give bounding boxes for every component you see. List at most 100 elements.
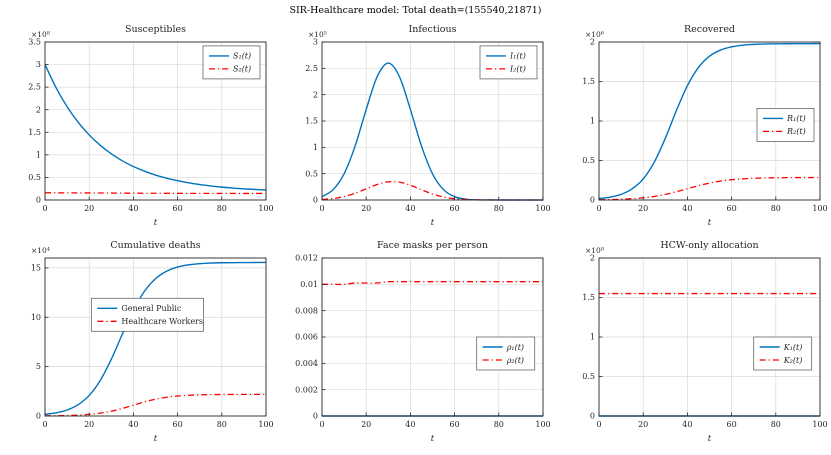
legend-label: General Public (121, 304, 181, 313)
x-tick-label: 0 (596, 204, 601, 213)
legend-label: ρ₂(t) (506, 356, 524, 365)
x-axis-label: t (431, 218, 435, 228)
x-tick-label: 20 (361, 204, 371, 213)
figure-suptitle: SIR-Healthcare model: Total death=(15554… (289, 5, 542, 16)
x-tick-label: 0 (596, 420, 601, 429)
y-tick-label: 1 (590, 117, 595, 126)
x-tick-label: 20 (361, 420, 371, 429)
x-tick-label: 0 (42, 420, 47, 429)
legend-label: I₁(t) (509, 52, 526, 61)
y-tick-label: 0 (36, 412, 41, 421)
y-tick-label: 10 (31, 313, 41, 322)
subplot-grid: 0 20 40 60 80 100 0 0.5 1 1.5 2 2.5 3 3.5 Susceptibles… (0, 18, 831, 450)
x-axis-label: t (431, 434, 435, 444)
y-tick-label: 1.5 (582, 77, 595, 86)
y-tick-label: 1 (590, 333, 595, 342)
x-tick-label: 60 (727, 420, 737, 429)
legend-label: Healthcare Workers (121, 317, 203, 326)
x-tick-label: 40 (682, 420, 692, 429)
x-tick-label: 80 (771, 204, 781, 213)
x-axis-label: t (154, 218, 158, 228)
subplot-recovered: 0 20 40 60 80 100 0 0.5 1 1.5 2 Recovered ×10⁶ t R₁(t)… (582, 24, 827, 228)
x-tick-label: 20 (84, 204, 94, 213)
y-exponent-label: ×10⁸ (585, 246, 604, 255)
chart-title: Infectious (409, 24, 457, 35)
series-line-ρ₂(t) (322, 280, 543, 286)
subplot-face-masks: 0 20 40 60 80 100 0 0.002 0.004 0.006 0.008 0.01 0.0… (295, 240, 551, 444)
y-tick-label: 1.5 (582, 293, 595, 302)
x-tick-label: 20 (638, 420, 648, 429)
y-tick-label: 1 (313, 143, 318, 152)
legend-label: K₂(t) (783, 356, 803, 365)
subplot-susceptibles: 0 20 40 60 80 100 0 0.5 1 1.5 2 2.5 3 3.5 Susceptibles… (28, 24, 273, 228)
legend-label: R₁(t) (786, 114, 806, 123)
y-tick-label: 2 (590, 254, 595, 263)
y-tick-label: 1.5 (305, 117, 318, 126)
y-exponent-label: ×10⁴ (31, 246, 50, 255)
x-tick-label: 100 (535, 420, 550, 429)
subplot-infectious: 0 20 40 60 80 100 0 0.5 1 1.5 2 2.5 3 Infectious ×10⁵ t… (305, 24, 550, 228)
y-tick-label: 0.008 (295, 306, 318, 315)
series-line-R₂(t) (598, 176, 821, 201)
axes-box (44, 41, 267, 201)
legend-label: R₂(t) (786, 127, 806, 136)
y-tick-label: 0.5 (305, 169, 318, 178)
y-exponent-label: ×10⁶ (585, 30, 604, 39)
x-tick-label: 40 (405, 204, 415, 213)
x-tick-label: 80 (217, 204, 227, 213)
y-tick-label: 3 (313, 38, 318, 47)
series-line-I₂(t) (321, 180, 544, 201)
legend-box (202, 45, 261, 80)
legend-box (91, 297, 204, 332)
y-tick-label: 15 (31, 263, 41, 272)
y-tick-label: 5 (36, 362, 41, 371)
subplot-hcw-allocation: 0 20 40 60 80 100 0 0.5 1 1.5 2 HCW-only allocation… (582, 240, 827, 444)
legend-box (476, 336, 536, 371)
legend-label: ρ₁(t) (506, 343, 524, 352)
chart-title: Face masks per person (377, 240, 488, 251)
y-exponent-label: ×10⁸ (31, 30, 50, 39)
x-tick-label: 80 (494, 204, 504, 213)
x-tick-label: 60 (727, 204, 737, 213)
x-tick-label: 0 (319, 204, 324, 213)
x-tick-label: 40 (128, 420, 138, 429)
y-tick-label: 2.5 (305, 64, 318, 73)
x-tick-label: 20 (84, 420, 94, 429)
legend-label: K₁(t) (783, 343, 803, 352)
x-tick-label: 80 (217, 420, 227, 429)
chart-title: Susceptibles (125, 24, 186, 35)
y-tick-label: 1.5 (28, 128, 41, 137)
x-axis-label: t (708, 218, 712, 228)
x-tick-label: 100 (812, 204, 827, 213)
y-tick-label: 0 (590, 412, 595, 421)
y-tick-label: 0 (590, 196, 595, 205)
y-tick-label: 0 (313, 196, 318, 205)
y-tick-label: 2.5 (28, 83, 41, 92)
y-tick-label: 3.5 (28, 38, 41, 47)
x-tick-label: 40 (128, 204, 138, 213)
x-tick-label: 100 (258, 420, 273, 429)
y-tick-label: 1 (36, 150, 41, 159)
y-tick-label: 0 (313, 412, 318, 421)
x-tick-label: 100 (258, 204, 273, 213)
y-tick-label: 0.5 (28, 173, 41, 182)
legend-label: S₂(t) (233, 65, 251, 74)
y-tick-label: 2 (36, 105, 41, 114)
x-tick-label: 0 (42, 204, 47, 213)
y-tick-label: 2 (313, 90, 318, 99)
x-tick-label: 60 (450, 204, 460, 213)
chart-title: Recovered (684, 24, 735, 35)
series-line-R₁(t) (598, 42, 821, 200)
x-tick-label: 80 (771, 420, 781, 429)
x-tick-label: 60 (173, 420, 183, 429)
y-exponent-label: ×10⁵ (308, 30, 327, 39)
series-line-Healthcare Workers (44, 393, 267, 417)
x-tick-label: 40 (682, 204, 692, 213)
y-tick-label: 0.004 (295, 359, 318, 368)
series-line-S₂(t) (44, 192, 266, 195)
legend-label: I₂(t) (509, 65, 526, 74)
legend-box (756, 108, 815, 142)
y-tick-label: 0.012 (295, 254, 318, 263)
y-tick-label: 0.5 (582, 372, 595, 381)
